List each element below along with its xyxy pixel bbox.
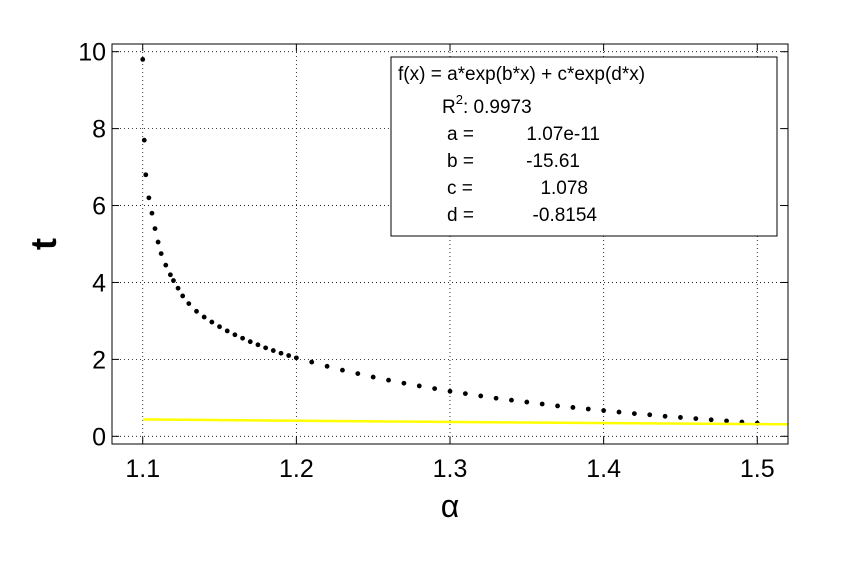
y-tick-label: 2 — [92, 346, 106, 374]
data-point — [432, 386, 438, 392]
x-tick-labels: 1.1 1.2 1.3 1.4 1.5 — [125, 455, 774, 483]
data-point — [555, 403, 560, 409]
data-point — [355, 371, 361, 377]
data-point — [724, 418, 729, 424]
data-point — [524, 399, 530, 405]
x-axis-label: α — [441, 488, 460, 524]
y-tick-label: 4 — [92, 269, 106, 297]
data-point — [175, 285, 181, 291]
data-point — [416, 383, 422, 389]
data-point — [601, 408, 607, 413]
data-point — [158, 251, 164, 257]
data-point — [616, 409, 622, 415]
data-point — [171, 278, 176, 283]
data-point — [631, 411, 637, 417]
data-point — [585, 406, 591, 412]
data-point — [678, 415, 683, 420]
data-point — [386, 377, 391, 383]
r-squared-label: R — [442, 97, 456, 118]
ticks — [112, 44, 788, 444]
data-point — [240, 335, 245, 341]
x-tick-label: 1.1 — [125, 455, 160, 483]
fit-equation: f(x) = a*exp(b*x) + c*exp(d*x) — [398, 64, 645, 85]
grid — [112, 44, 788, 444]
data-point — [247, 339, 253, 345]
data-point — [209, 319, 215, 325]
data-point — [232, 332, 238, 338]
data-point — [155, 239, 161, 245]
data-point — [224, 328, 230, 334]
data-point — [163, 262, 169, 268]
x-tick-label: 1.3 — [433, 455, 468, 483]
data-point — [201, 314, 207, 320]
y-tick-label: 6 — [92, 193, 106, 221]
data-point — [186, 301, 192, 307]
y-axis-label: t — [23, 238, 64, 250]
param-b-name: b = — [447, 151, 474, 172]
x-tick-label: 1.5 — [740, 455, 775, 483]
param-a-name: a = — [447, 124, 474, 145]
data-point — [662, 413, 668, 419]
data-point — [141, 137, 147, 143]
data-point — [293, 355, 299, 361]
data-point — [539, 401, 545, 407]
legend-frame — [390, 56, 778, 237]
data-point — [278, 350, 284, 356]
data-point — [370, 374, 376, 380]
data-point — [462, 391, 468, 397]
data-point — [447, 388, 453, 394]
data-point — [146, 195, 152, 201]
x-tick-label: 1.2 — [279, 455, 314, 483]
r-squared-value: : 0.9973 — [463, 97, 532, 118]
x-tick-label: 1.4 — [586, 455, 621, 483]
param-c-value: 1.078 — [540, 178, 588, 199]
r-squared-sup: 2 — [456, 92, 463, 107]
data-point — [509, 397, 514, 403]
fit-curve — [142, 418, 789, 426]
data-point — [180, 293, 186, 299]
data-point — [324, 363, 330, 369]
data-point — [286, 353, 292, 358]
param-d-name: d = — [447, 205, 474, 226]
param-d-value: -0.8154 — [533, 205, 598, 226]
data-point — [493, 395, 499, 401]
data-point — [708, 417, 714, 423]
param-a-value: 1.07e-11 — [526, 124, 600, 145]
data-point — [693, 416, 699, 422]
data-point — [194, 308, 199, 314]
legend-box: f(x) = a*exp(b*x) + c*exp(d*x) R2: 0.997… — [390, 56, 778, 237]
plot-frame — [111, 43, 789, 445]
y-tick-label: 0 — [92, 423, 106, 451]
param-c-name: c = — [447, 178, 473, 199]
data-point — [340, 367, 345, 373]
data-point — [309, 359, 315, 365]
data-point — [217, 324, 222, 330]
param-b-value: -15.61 — [526, 151, 580, 172]
data-point — [270, 348, 276, 353]
data-point — [478, 393, 484, 399]
data-point — [570, 405, 576, 410]
data-point — [152, 226, 158, 232]
data-point — [255, 342, 261, 348]
y-tick-label: 8 — [92, 116, 106, 144]
data-point — [167, 272, 173, 278]
data-point — [401, 380, 407, 386]
data-point — [140, 56, 146, 62]
r-squared: R2: 0.9973 — [442, 92, 532, 118]
y-tick-label: 10 — [78, 39, 106, 67]
data-point — [143, 172, 149, 178]
y-tick-labels: 0 2 4 6 8 10 — [78, 39, 106, 452]
data-point — [149, 210, 155, 216]
data-point — [647, 412, 653, 418]
data-point — [263, 345, 269, 351]
